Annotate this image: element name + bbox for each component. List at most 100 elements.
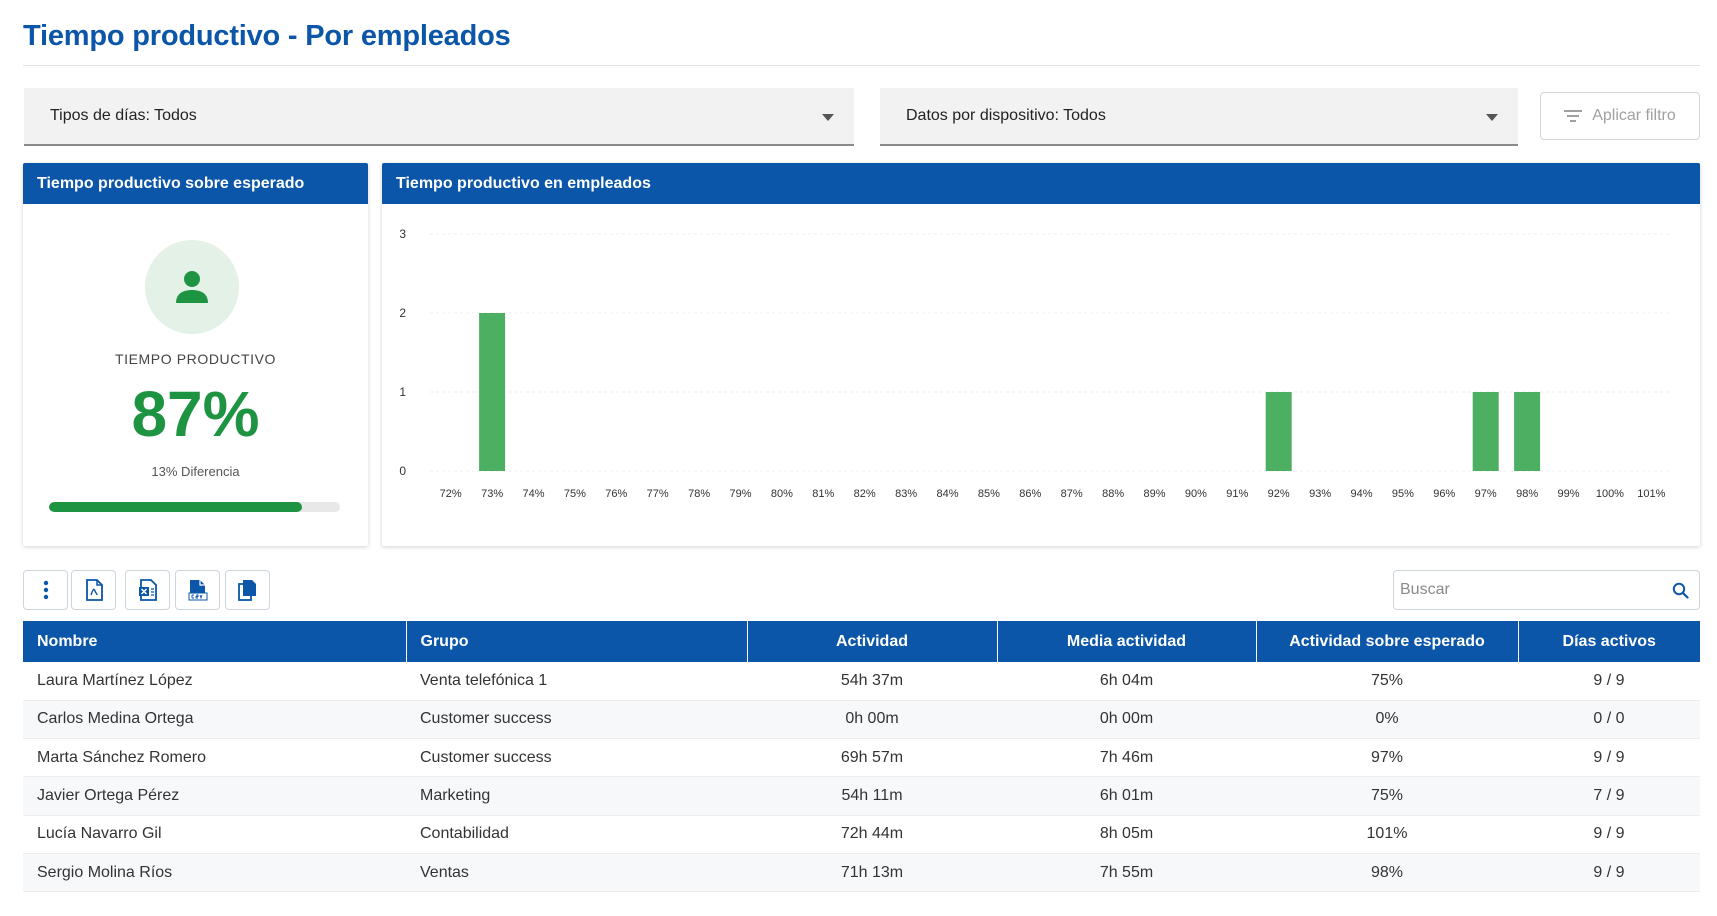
person-icon	[176, 271, 208, 303]
chevron-down-icon	[1486, 114, 1498, 121]
cell-name: Sergio Molina Ríos	[23, 853, 406, 893]
cell-activity: 54h 37m	[747, 662, 997, 701]
column-header-dias-activos[interactable]: Días activos	[1517, 621, 1700, 662]
export-csv-button[interactable]	[175, 570, 220, 610]
cell-avg-activity: 7h 46m	[997, 738, 1256, 778]
employees-table: Nombre Grupo Actividad Media actividad A…	[23, 621, 1700, 893]
x-tick-label: 76%	[605, 488, 627, 500]
x-tick-label: 97%	[1475, 488, 1497, 500]
x-tick-label: 72%	[440, 488, 462, 500]
x-tick-label: 79%	[729, 488, 751, 500]
kpi-card: Tiempo productivo sobre esperado TIEMPO …	[23, 163, 368, 546]
x-tick-label: 84%	[936, 488, 958, 500]
device-data-select-value: Datos por dispositivo: Todos	[906, 107, 1106, 124]
table-row[interactable]: Marta Sánchez Romero Customer success 69h …	[23, 738, 1700, 778]
x-tick-label: 92%	[1268, 488, 1290, 500]
cell-group: Customer success	[406, 700, 747, 740]
x-tick-label: 78%	[688, 488, 710, 500]
cell-active-days: 0 / 0	[1518, 700, 1700, 740]
table-row[interactable]: Lucía Navarro Gil Contabilidad 72h 44m 8h 0…	[23, 815, 1700, 854]
cell-group: Contabilidad	[406, 815, 747, 854]
cell-active-days: 9 / 9	[1518, 815, 1700, 854]
kpi-progress-bar	[49, 502, 340, 512]
avatar	[145, 240, 239, 334]
cell-name: Marta Sánchez Romero	[23, 738, 406, 778]
cell-activity: 72h 44m	[747, 815, 997, 854]
x-tick-label: 88%	[1102, 488, 1124, 500]
cell-group: Venta telefónica 1	[406, 662, 747, 701]
search-icon[interactable]	[1672, 582, 1689, 599]
column-header-actividad[interactable]: Actividad	[746, 621, 997, 662]
cell-avg-activity: 8h 05m	[997, 815, 1256, 854]
x-tick-label: 73%	[481, 488, 503, 500]
cell-avg-activity: 0h 00m	[997, 700, 1256, 740]
x-tick-label: 82%	[854, 488, 876, 500]
cell-over-expected: 101%	[1256, 815, 1518, 854]
days-type-select[interactable]: Tipos de días: Todos	[24, 88, 854, 146]
cell-over-expected: 0%	[1256, 700, 1518, 740]
x-tick-label: 80%	[771, 488, 793, 500]
kpi-difference: 13% Diferencia	[151, 464, 240, 479]
column-header-grupo[interactable]: Grupo	[405, 621, 747, 662]
copy-button[interactable]	[225, 570, 270, 610]
column-header-actividad-sobre-esperado[interactable]: Actividad sobre esperado	[1255, 621, 1518, 662]
export-pdf-button[interactable]	[71, 570, 116, 610]
table-header-row: Nombre Grupo Actividad Media actividad A…	[23, 621, 1700, 662]
chart-card-header: Tiempo productivo en empleados	[382, 163, 1700, 204]
cell-name: Javier Ortega Pérez	[23, 776, 406, 816]
cell-group: Customer success	[406, 738, 747, 778]
cell-group: Marketing	[406, 776, 747, 816]
more-options-button[interactable]	[23, 570, 68, 610]
cell-activity: 71h 13m	[747, 853, 997, 893]
cell-active-days: 9 / 9	[1518, 853, 1700, 893]
chevron-down-icon	[822, 114, 834, 121]
cell-avg-activity: 6h 04m	[997, 662, 1256, 701]
pdf-file-icon	[85, 579, 103, 601]
x-tick-label: 101%	[1637, 488, 1665, 500]
y-tick-label: 1	[399, 385, 406, 399]
x-tick-label: 91%	[1226, 488, 1248, 500]
y-tick-label: 3	[399, 227, 406, 241]
x-tick-label: 83%	[895, 488, 917, 500]
x-tick-label: 95%	[1392, 488, 1414, 500]
bar-chart: 0 1 2 3 72% 73% 74% 75% 76% 77% 78% 79% 80% 81% 82% 83%…	[399, 227, 1672, 500]
page-title: Tiempo productivo - Por empleados	[23, 20, 511, 52]
chart-card: Tiempo productivo en empleados 0 1 2 3 72% 73…	[382, 163, 1700, 546]
table-row[interactable]: Laura Martínez López Venta telefónica 1 54…	[23, 662, 1700, 701]
kebab-icon	[43, 580, 48, 600]
x-tick-label: 75%	[564, 488, 586, 500]
table-row[interactable]: Carlos Medina Ortega Customer success 0h 0…	[23, 700, 1700, 740]
x-tick-label: 86%	[1019, 488, 1041, 500]
export-excel-button[interactable]	[125, 570, 170, 610]
kpi-card-header: Tiempo productivo sobre esperado	[23, 163, 368, 204]
kpi-value: 87%	[131, 378, 260, 450]
filter-icon	[1564, 110, 1583, 122]
search-input[interactable]	[1394, 571, 1654, 609]
cell-avg-activity: 7h 55m	[997, 853, 1256, 893]
x-tick-label: 90%	[1185, 488, 1207, 500]
kpi-label: TIEMPO PRODUCTIVO	[114, 351, 277, 367]
x-tick-label: 77%	[647, 488, 669, 500]
cell-activity: 54h 11m	[747, 776, 997, 816]
cell-activity: 69h 57m	[747, 738, 997, 778]
cell-activity: 0h 00m	[747, 700, 997, 740]
apply-filter-button[interactable]: Aplicar filtro	[1540, 92, 1700, 140]
chart-bar	[1472, 392, 1499, 471]
table-row[interactable]: Javier Ortega Pérez Marketing 54h 11m 6h 01…	[23, 776, 1700, 816]
x-tick-label: 96%	[1433, 488, 1455, 500]
copy-icon	[237, 580, 256, 601]
days-type-select-value: Tipos de días: Todos	[50, 107, 197, 124]
cell-over-expected: 97%	[1256, 738, 1518, 778]
chart-bar	[1514, 392, 1541, 471]
x-tick-label: 81%	[812, 488, 834, 500]
apply-filter-label: Aplicar filtro	[1592, 107, 1676, 124]
x-tick-label: 93%	[1309, 488, 1331, 500]
table-row[interactable]: Sergio Molina Ríos Ventas 71h 13m 7h 55m 98%…	[23, 853, 1700, 893]
y-tick-label: 2	[399, 306, 406, 320]
column-header-nombre[interactable]: Nombre	[23, 621, 406, 662]
column-header-media-actividad[interactable]: Media actividad	[996, 621, 1256, 662]
device-data-select[interactable]: Datos por dispositivo: Todos	[880, 88, 1518, 146]
cell-name: Carlos Medina Ortega	[23, 700, 406, 740]
kpi-progress-fill	[49, 502, 303, 512]
x-tick-label: 74%	[522, 488, 544, 500]
